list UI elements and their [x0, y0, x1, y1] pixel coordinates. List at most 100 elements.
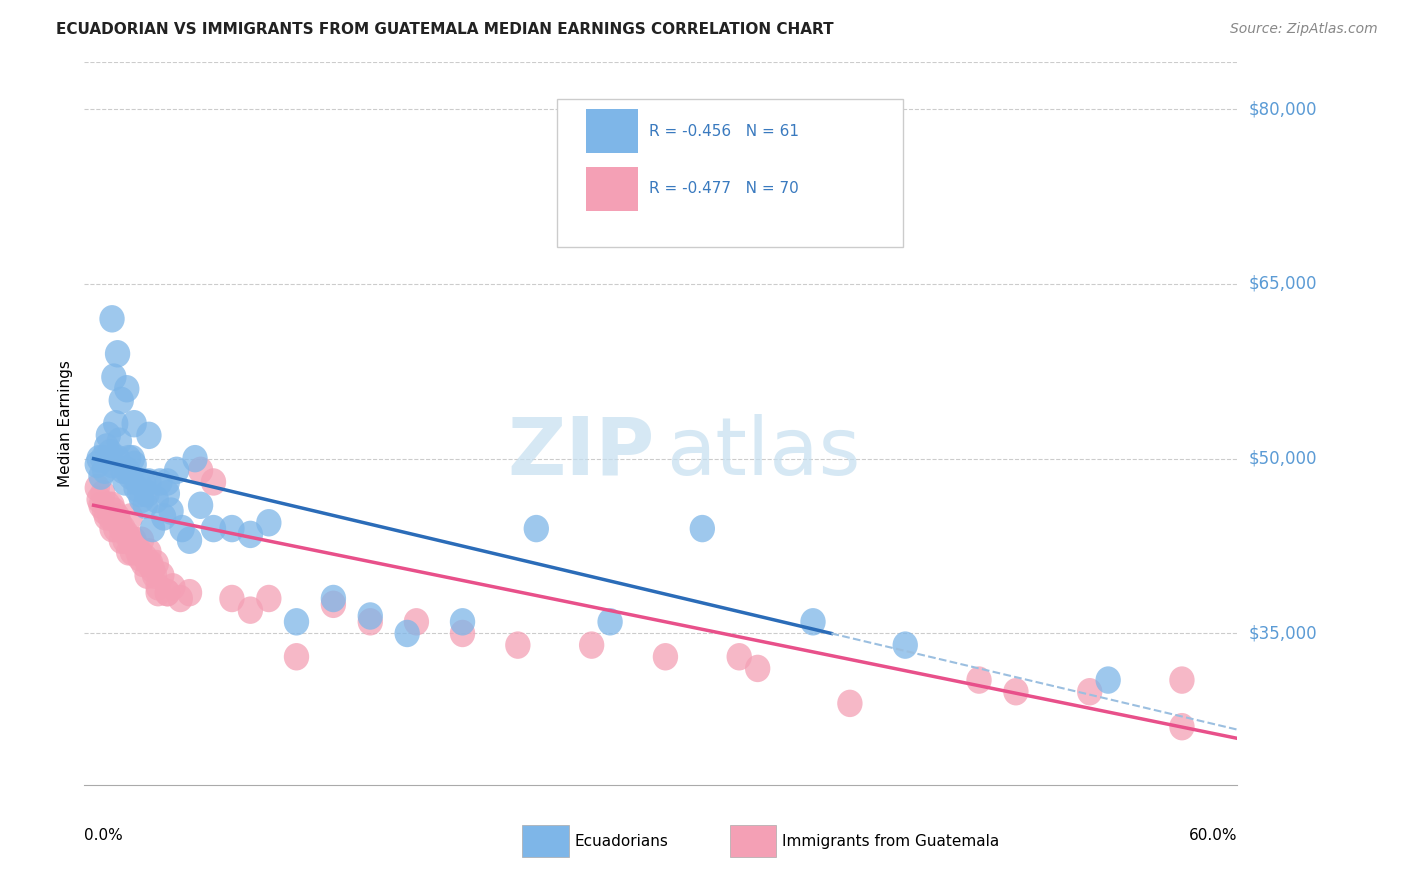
Ellipse shape: [100, 450, 125, 478]
Ellipse shape: [91, 457, 117, 484]
Ellipse shape: [94, 434, 120, 461]
Ellipse shape: [138, 549, 163, 577]
Ellipse shape: [127, 544, 152, 572]
Ellipse shape: [155, 480, 180, 508]
Text: 0.0%: 0.0%: [84, 829, 124, 843]
Ellipse shape: [188, 491, 214, 519]
Ellipse shape: [141, 515, 166, 542]
Ellipse shape: [238, 597, 263, 624]
Ellipse shape: [118, 526, 143, 554]
Ellipse shape: [105, 445, 131, 473]
FancyBboxPatch shape: [557, 98, 903, 247]
Ellipse shape: [136, 538, 162, 566]
Ellipse shape: [893, 632, 918, 659]
Ellipse shape: [89, 462, 114, 490]
Ellipse shape: [143, 549, 169, 577]
Text: ECUADORIAN VS IMMIGRANTS FROM GUATEMALA MEDIAN EARNINGS CORRELATION CHART: ECUADORIAN VS IMMIGRANTS FROM GUATEMALA …: [56, 22, 834, 37]
Y-axis label: Median Earnings: Median Earnings: [58, 360, 73, 487]
Ellipse shape: [97, 439, 122, 467]
Ellipse shape: [136, 549, 162, 577]
Ellipse shape: [90, 480, 115, 508]
Ellipse shape: [131, 549, 156, 577]
Ellipse shape: [727, 643, 752, 671]
Ellipse shape: [652, 643, 678, 671]
Ellipse shape: [101, 498, 127, 524]
Ellipse shape: [149, 561, 174, 589]
Ellipse shape: [96, 491, 121, 519]
Ellipse shape: [256, 585, 281, 612]
Ellipse shape: [112, 468, 138, 496]
Ellipse shape: [177, 579, 202, 607]
Ellipse shape: [135, 561, 160, 589]
Ellipse shape: [159, 498, 184, 524]
Text: 60.0%: 60.0%: [1189, 829, 1237, 843]
Ellipse shape: [450, 620, 475, 648]
Ellipse shape: [1077, 678, 1102, 706]
Text: R = -0.477   N = 70: R = -0.477 N = 70: [650, 181, 799, 196]
Ellipse shape: [284, 643, 309, 671]
Ellipse shape: [107, 427, 132, 455]
Ellipse shape: [523, 515, 548, 542]
Text: $80,000: $80,000: [1249, 100, 1317, 118]
Ellipse shape: [357, 602, 382, 630]
Bar: [586, 167, 638, 211]
Ellipse shape: [238, 521, 263, 549]
Ellipse shape: [94, 503, 120, 531]
Ellipse shape: [114, 521, 139, 549]
Ellipse shape: [90, 445, 115, 473]
Ellipse shape: [121, 526, 146, 554]
Ellipse shape: [114, 457, 139, 484]
Ellipse shape: [136, 422, 162, 449]
Ellipse shape: [150, 503, 176, 531]
Ellipse shape: [107, 509, 132, 536]
Ellipse shape: [155, 468, 180, 496]
Ellipse shape: [505, 632, 530, 659]
Ellipse shape: [101, 363, 127, 391]
Ellipse shape: [89, 491, 114, 519]
Ellipse shape: [132, 544, 157, 572]
Ellipse shape: [145, 574, 172, 600]
Ellipse shape: [142, 561, 167, 589]
Text: ZIP: ZIP: [508, 414, 655, 491]
Ellipse shape: [1170, 713, 1195, 740]
Ellipse shape: [84, 474, 110, 501]
Ellipse shape: [111, 515, 136, 542]
Text: $35,000: $35,000: [1249, 624, 1317, 642]
Ellipse shape: [395, 620, 420, 648]
Ellipse shape: [404, 608, 429, 635]
Text: Immigrants from Guatemala: Immigrants from Guatemala: [782, 834, 1000, 849]
Ellipse shape: [100, 515, 125, 542]
Bar: [586, 110, 638, 153]
Ellipse shape: [86, 445, 112, 473]
Ellipse shape: [124, 533, 149, 560]
Ellipse shape: [284, 608, 309, 635]
Ellipse shape: [800, 608, 825, 635]
Ellipse shape: [124, 474, 149, 501]
Ellipse shape: [745, 655, 770, 682]
Ellipse shape: [103, 515, 128, 542]
Ellipse shape: [111, 457, 136, 484]
Ellipse shape: [450, 608, 475, 635]
Bar: [523, 825, 568, 857]
Ellipse shape: [127, 538, 152, 566]
Ellipse shape: [115, 445, 142, 473]
Ellipse shape: [837, 690, 863, 717]
Ellipse shape: [145, 579, 172, 607]
Ellipse shape: [357, 608, 382, 635]
Ellipse shape: [100, 305, 125, 333]
Ellipse shape: [135, 480, 160, 508]
Ellipse shape: [148, 468, 173, 496]
Ellipse shape: [256, 509, 281, 536]
Ellipse shape: [118, 462, 143, 490]
Ellipse shape: [112, 526, 138, 554]
Ellipse shape: [127, 480, 152, 508]
Ellipse shape: [108, 526, 134, 554]
Ellipse shape: [108, 515, 134, 542]
Text: Ecuadorians: Ecuadorians: [575, 834, 668, 849]
Ellipse shape: [321, 585, 346, 612]
Text: atlas: atlas: [666, 414, 860, 491]
Ellipse shape: [598, 608, 623, 635]
Ellipse shape: [120, 445, 145, 473]
Ellipse shape: [143, 486, 169, 513]
Ellipse shape: [105, 503, 131, 531]
